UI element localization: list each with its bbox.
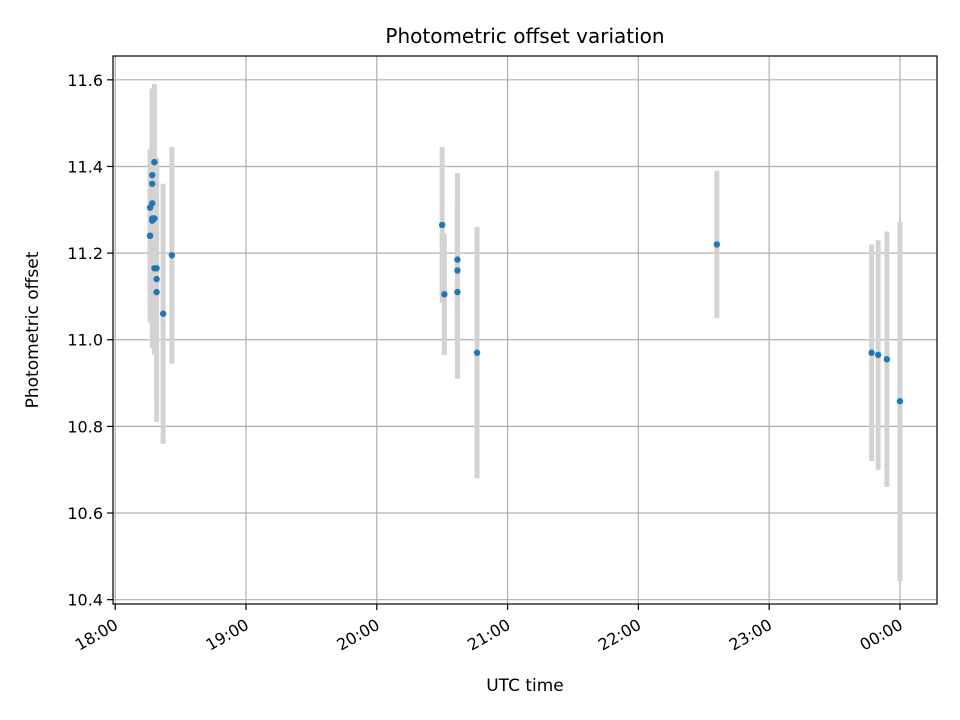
data-point [153, 288, 160, 296]
y-tick-label: 10.4 [67, 591, 103, 610]
grid [113, 56, 937, 604]
y-tick-label: 11.2 [67, 244, 103, 263]
data-point [473, 349, 481, 356]
y-axis: 10.4 10.6 10.8 11.0 11.2 11.4 11.6 [67, 71, 113, 610]
data-point [159, 310, 167, 317]
x-axis-label: UTC time [486, 676, 564, 696]
chart-title: Photometric offset variation [385, 24, 664, 48]
data-point [151, 158, 158, 166]
data-point [454, 256, 461, 263]
data-point [883, 356, 891, 363]
y-axis-label: Photometric offset [23, 251, 43, 408]
data-point [153, 275, 160, 283]
y-tick-label: 11.0 [67, 331, 103, 350]
data-point [874, 351, 882, 359]
data-point [441, 291, 448, 298]
data-point [454, 288, 461, 296]
data-point [146, 232, 154, 239]
data-point [151, 215, 158, 222]
data-points [146, 158, 904, 405]
data-point [868, 349, 875, 356]
y-tick-label: 11.4 [67, 157, 103, 176]
data-point [153, 265, 160, 272]
data-point [454, 267, 461, 274]
y-tick-label: 10.6 [67, 504, 103, 523]
data-point [149, 200, 156, 207]
y-tick-label: 11.6 [67, 71, 103, 90]
plot-frame [112, 55, 938, 605]
data-point [438, 221, 446, 229]
data-point [149, 180, 156, 187]
data-point [149, 171, 156, 179]
data-point [896, 398, 904, 405]
y-tick-label: 10.8 [67, 417, 103, 436]
data-point [713, 241, 721, 248]
data-point [168, 252, 176, 259]
